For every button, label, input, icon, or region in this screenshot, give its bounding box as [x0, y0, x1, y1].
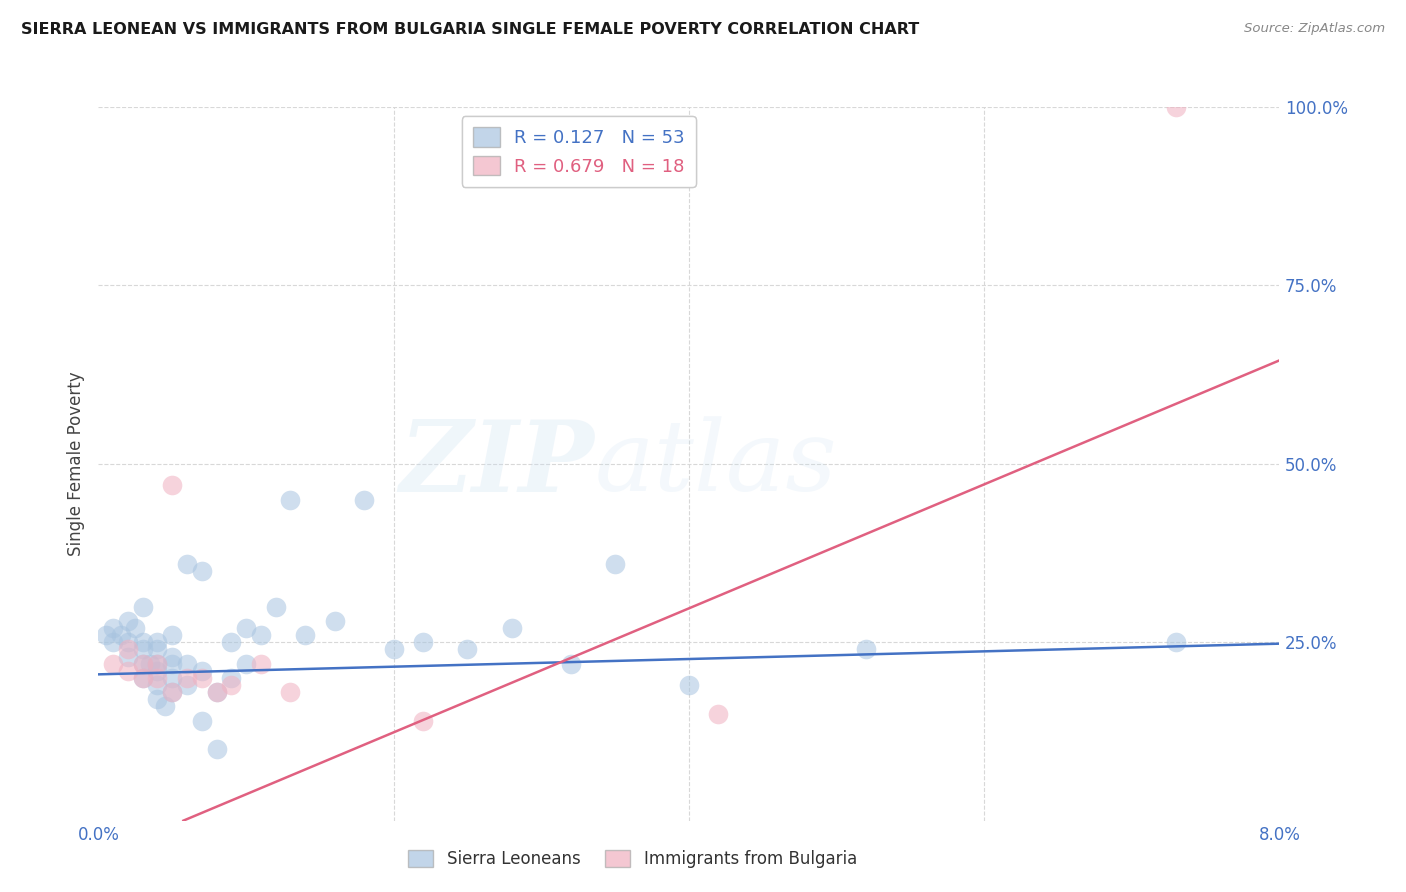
Point: [162, 685, 183, 699]
Point: [162, 649, 183, 664]
Point: [110, 628, 132, 642]
Legend: Sierra Leoneans, Immigrants from Bulgaria: Sierra Leoneans, Immigrants from Bulgari…: [402, 843, 863, 875]
Point: [412, 635, 434, 649]
Point: [205, 685, 228, 699]
Legend: R = 0.127   N = 53, R = 0.679   N = 18: R = 0.127 N = 53, R = 0.679 N = 18: [461, 116, 696, 186]
Point: [146, 664, 169, 678]
Point: [146, 678, 169, 692]
Point: [162, 478, 183, 492]
Point: [94, 628, 117, 642]
Point: [153, 699, 176, 714]
Point: [117, 642, 139, 657]
Point: [353, 492, 375, 507]
Point: [117, 635, 139, 649]
Point: [278, 685, 302, 699]
Point: [162, 628, 183, 642]
Text: ZIP: ZIP: [399, 416, 595, 512]
Point: [132, 635, 155, 649]
Point: [191, 664, 214, 678]
Point: [162, 671, 183, 685]
Point: [250, 657, 273, 671]
Point: [855, 642, 877, 657]
Point: [103, 635, 125, 649]
Point: [456, 642, 478, 657]
Point: [117, 649, 139, 664]
Point: [117, 614, 139, 628]
Point: [146, 635, 169, 649]
Point: [132, 671, 155, 685]
Point: [162, 685, 183, 699]
Point: [146, 657, 169, 671]
Point: [162, 657, 183, 671]
Point: [103, 657, 125, 671]
Text: atlas: atlas: [595, 417, 837, 511]
Point: [176, 557, 198, 571]
Point: [191, 671, 214, 685]
Point: [678, 678, 700, 692]
Point: [219, 678, 242, 692]
Point: [139, 657, 162, 671]
Text: SIERRA LEONEAN VS IMMIGRANTS FROM BULGARIA SINGLE FEMALE POVERTY CORRELATION CHA: SIERRA LEONEAN VS IMMIGRANTS FROM BULGAR…: [21, 22, 920, 37]
Point: [146, 671, 169, 685]
Point: [205, 742, 228, 756]
Point: [219, 635, 242, 649]
Point: [146, 642, 169, 657]
Point: [235, 621, 257, 635]
Point: [146, 657, 169, 671]
Point: [205, 685, 228, 699]
Point: [176, 657, 198, 671]
Point: [219, 671, 242, 685]
Text: Source: ZipAtlas.com: Source: ZipAtlas.com: [1244, 22, 1385, 36]
Point: [412, 714, 434, 728]
Point: [278, 492, 302, 507]
Point: [132, 599, 155, 614]
Point: [605, 557, 627, 571]
Point: [250, 628, 273, 642]
Point: [103, 621, 125, 635]
Y-axis label: Single Female Poverty: Single Female Poverty: [66, 372, 84, 556]
Point: [294, 628, 316, 642]
Point: [176, 671, 198, 685]
Point: [323, 614, 346, 628]
Point: [1164, 100, 1187, 114]
Point: [191, 714, 214, 728]
Point: [235, 657, 257, 671]
Point: [382, 642, 405, 657]
Point: [132, 657, 155, 671]
Point: [191, 564, 214, 578]
Point: [176, 678, 198, 692]
Point: [124, 621, 146, 635]
Point: [501, 621, 523, 635]
Point: [560, 657, 582, 671]
Point: [264, 599, 287, 614]
Point: [132, 642, 155, 657]
Point: [132, 657, 155, 671]
Point: [117, 664, 139, 678]
Point: [1164, 635, 1187, 649]
Point: [707, 706, 730, 721]
Point: [132, 671, 155, 685]
Point: [146, 692, 169, 706]
